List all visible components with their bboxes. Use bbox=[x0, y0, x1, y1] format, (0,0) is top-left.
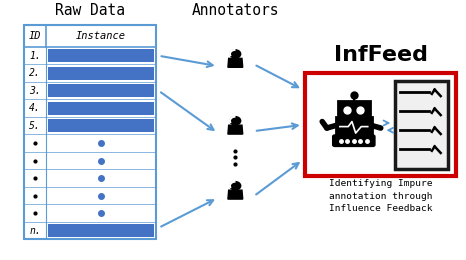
FancyBboxPatch shape bbox=[48, 119, 154, 132]
Text: Identifying Impure
annotation through
Influence Feedback: Identifying Impure annotation through In… bbox=[329, 179, 432, 213]
FancyBboxPatch shape bbox=[24, 25, 156, 239]
Text: 3.: 3. bbox=[29, 86, 41, 96]
FancyBboxPatch shape bbox=[395, 81, 448, 169]
Text: ID: ID bbox=[29, 31, 41, 41]
FancyBboxPatch shape bbox=[48, 84, 154, 98]
FancyBboxPatch shape bbox=[336, 117, 372, 136]
Polygon shape bbox=[228, 190, 243, 199]
Text: Instance: Instance bbox=[75, 31, 125, 41]
Circle shape bbox=[230, 182, 241, 190]
FancyBboxPatch shape bbox=[48, 224, 154, 237]
Text: n.: n. bbox=[29, 226, 41, 236]
Text: 2.: 2. bbox=[29, 68, 41, 78]
FancyBboxPatch shape bbox=[338, 101, 370, 118]
Text: 4.: 4. bbox=[29, 103, 41, 113]
Text: 1.: 1. bbox=[29, 51, 41, 61]
FancyBboxPatch shape bbox=[305, 73, 456, 176]
FancyBboxPatch shape bbox=[48, 102, 154, 115]
Text: InfFeed: InfFeed bbox=[334, 46, 427, 66]
Polygon shape bbox=[228, 125, 243, 134]
Text: Raw Data: Raw Data bbox=[55, 3, 125, 18]
FancyBboxPatch shape bbox=[48, 49, 154, 62]
Text: Annotators: Annotators bbox=[192, 3, 279, 18]
FancyBboxPatch shape bbox=[333, 136, 374, 146]
Text: 5.: 5. bbox=[29, 121, 41, 131]
Polygon shape bbox=[228, 58, 243, 67]
Circle shape bbox=[230, 50, 241, 58]
FancyBboxPatch shape bbox=[48, 67, 154, 80]
Circle shape bbox=[230, 117, 241, 125]
